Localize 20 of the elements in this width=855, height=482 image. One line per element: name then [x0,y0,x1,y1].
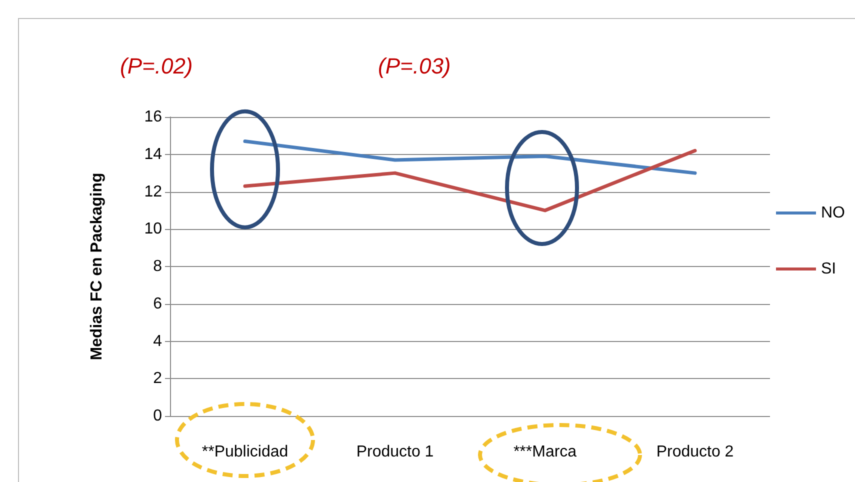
legend-label: NO [821,204,845,222]
y-tick-label: 0 [153,408,162,424]
y-tick-label: 12 [144,183,162,200]
x-tick-label: Producto 2 [656,444,734,460]
y-tick-label: 16 [144,108,162,126]
x-tick-label: **Publicidad [202,444,288,460]
legend-label: SI [821,260,836,278]
x-tick-label: ***Marca [513,444,577,460]
line-series [243,140,697,175]
y-tick-label: 4 [153,332,162,350]
y-tick-label: 2 [153,370,162,388]
x-tick-label: Producto 1 [356,444,434,460]
text: (P=.02) [120,54,193,78]
y-axis-title: Medias FC en Packaging [88,172,106,360]
y-tick-label: 8 [153,258,162,275]
y-tick-label: 10 [144,220,162,238]
text: (P=.03) [378,54,451,78]
y-tick-label: 6 [153,295,162,312]
line-series [243,148,697,212]
y-tick-label: 14 [144,146,162,163]
